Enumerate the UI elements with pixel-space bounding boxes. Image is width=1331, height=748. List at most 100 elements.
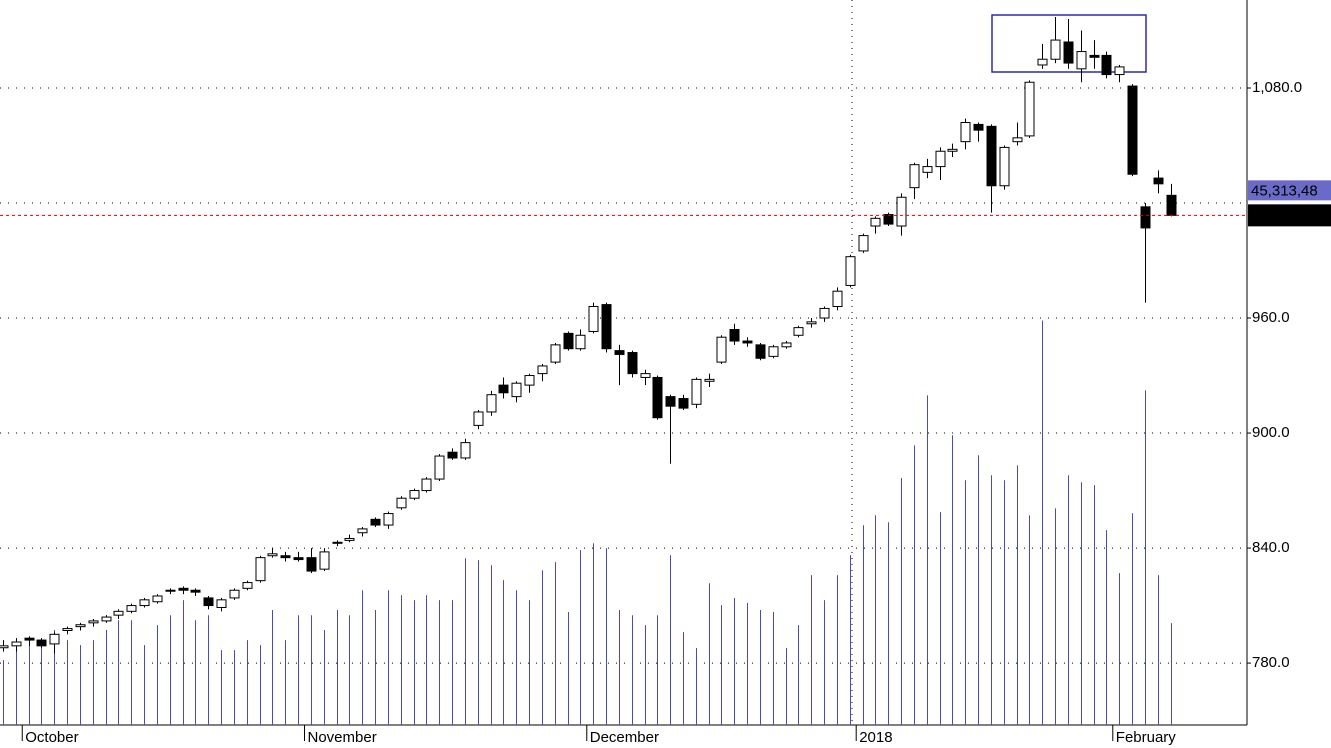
y-tick-label: 960.0 — [1252, 309, 1290, 326]
candle-body — [1037, 58, 1048, 66]
candle-body — [665, 396, 676, 407]
candle-body — [447, 451, 458, 459]
candle-body — [691, 378, 702, 405]
candle-body — [640, 373, 651, 378]
candle-body — [498, 384, 509, 394]
candle-body — [396, 497, 407, 509]
candle-body — [165, 589, 176, 592]
candle-body — [652, 376, 663, 419]
candle-body — [11, 641, 22, 647]
candle-body — [1140, 206, 1151, 229]
candle-body — [267, 553, 278, 557]
candle-body — [704, 378, 715, 382]
candle-body — [1012, 137, 1023, 143]
candle-body — [1114, 66, 1125, 76]
last-price-box — [1248, 204, 1331, 227]
candle-body — [0, 645, 9, 649]
last-volume-box — [1248, 180, 1331, 201]
x-tick-label: November — [308, 729, 377, 746]
candle-body — [858, 235, 869, 252]
candle-body — [113, 610, 124, 616]
candle-body — [935, 150, 946, 168]
candle-body — [627, 352, 638, 375]
candle-body — [332, 541, 343, 544]
candle-body — [845, 256, 856, 286]
candle-body — [678, 398, 689, 409]
y-tick-label: 1,080.0 — [1252, 79, 1302, 96]
candle-body — [1076, 51, 1087, 70]
candle-body — [1050, 39, 1061, 60]
candle-body — [781, 342, 792, 348]
candle-body — [883, 214, 894, 225]
candle-body — [742, 340, 753, 344]
highlight-box — [991, 14, 1147, 73]
candle-body — [242, 582, 253, 589]
candle-body — [409, 490, 420, 499]
candle-body — [62, 628, 73, 631]
candle-body — [575, 334, 586, 350]
candle-body — [255, 557, 266, 582]
candle-body — [729, 329, 740, 342]
x-tick-label: 2018 — [859, 729, 892, 746]
candle-body — [768, 346, 779, 357]
candle-body — [421, 478, 432, 492]
candle-body — [75, 624, 86, 628]
candle-body — [614, 350, 625, 355]
candle-body — [1127, 85, 1138, 175]
candle-body — [203, 597, 214, 607]
candle-body — [319, 551, 330, 570]
candle-body — [909, 164, 920, 189]
candle-body — [88, 620, 99, 624]
candle-body — [139, 599, 150, 607]
candle-body — [999, 146, 1010, 187]
candle-body — [806, 321, 817, 325]
candle-body — [460, 442, 471, 459]
candle-body — [832, 290, 843, 308]
candle-body — [357, 528, 368, 534]
candle-body — [537, 365, 548, 375]
candle-body — [216, 599, 227, 608]
candle-body — [36, 639, 47, 647]
candle-body — [152, 595, 163, 603]
candle-body — [473, 411, 484, 426]
candle-body — [293, 557, 304, 561]
candle-body — [755, 344, 766, 359]
x-tick-label: December — [590, 729, 659, 746]
candle-body — [601, 304, 612, 350]
x-tick-label: February — [1116, 729, 1177, 746]
candle-body — [280, 555, 291, 559]
candle-body — [370, 518, 381, 526]
candle-body — [101, 616, 112, 622]
candle-body — [588, 306, 599, 332]
candle-body — [947, 148, 958, 152]
candle-body — [126, 605, 137, 612]
candle-body — [986, 125, 997, 187]
candle-body — [511, 382, 522, 398]
candle-body — [434, 455, 445, 480]
candle-body — [178, 587, 189, 591]
candle-body — [344, 537, 355, 541]
candle-body — [229, 589, 240, 599]
candle-body — [793, 327, 804, 336]
candle-body — [960, 121, 971, 143]
candle-body — [383, 513, 394, 526]
candle-body — [1166, 194, 1177, 216]
candle-body — [870, 217, 881, 227]
last-volume-label: 45,313,48 — [1251, 182, 1318, 199]
candle-body — [819, 307, 830, 319]
candle-body — [1101, 54, 1112, 76]
candle-body — [1089, 54, 1100, 58]
y-tick-label: 900.0 — [1252, 424, 1290, 441]
candle-body — [922, 166, 933, 173]
y-tick-label: 780.0 — [1252, 654, 1290, 671]
candle-body — [1063, 41, 1074, 64]
candle-body — [563, 332, 574, 350]
candle-body — [973, 123, 984, 131]
candle-body — [1024, 81, 1035, 137]
candle-body — [190, 589, 201, 593]
candle-body — [306, 557, 317, 572]
candle-body — [486, 394, 497, 413]
candle-body — [716, 336, 727, 363]
x-tick-label: October — [25, 729, 78, 746]
